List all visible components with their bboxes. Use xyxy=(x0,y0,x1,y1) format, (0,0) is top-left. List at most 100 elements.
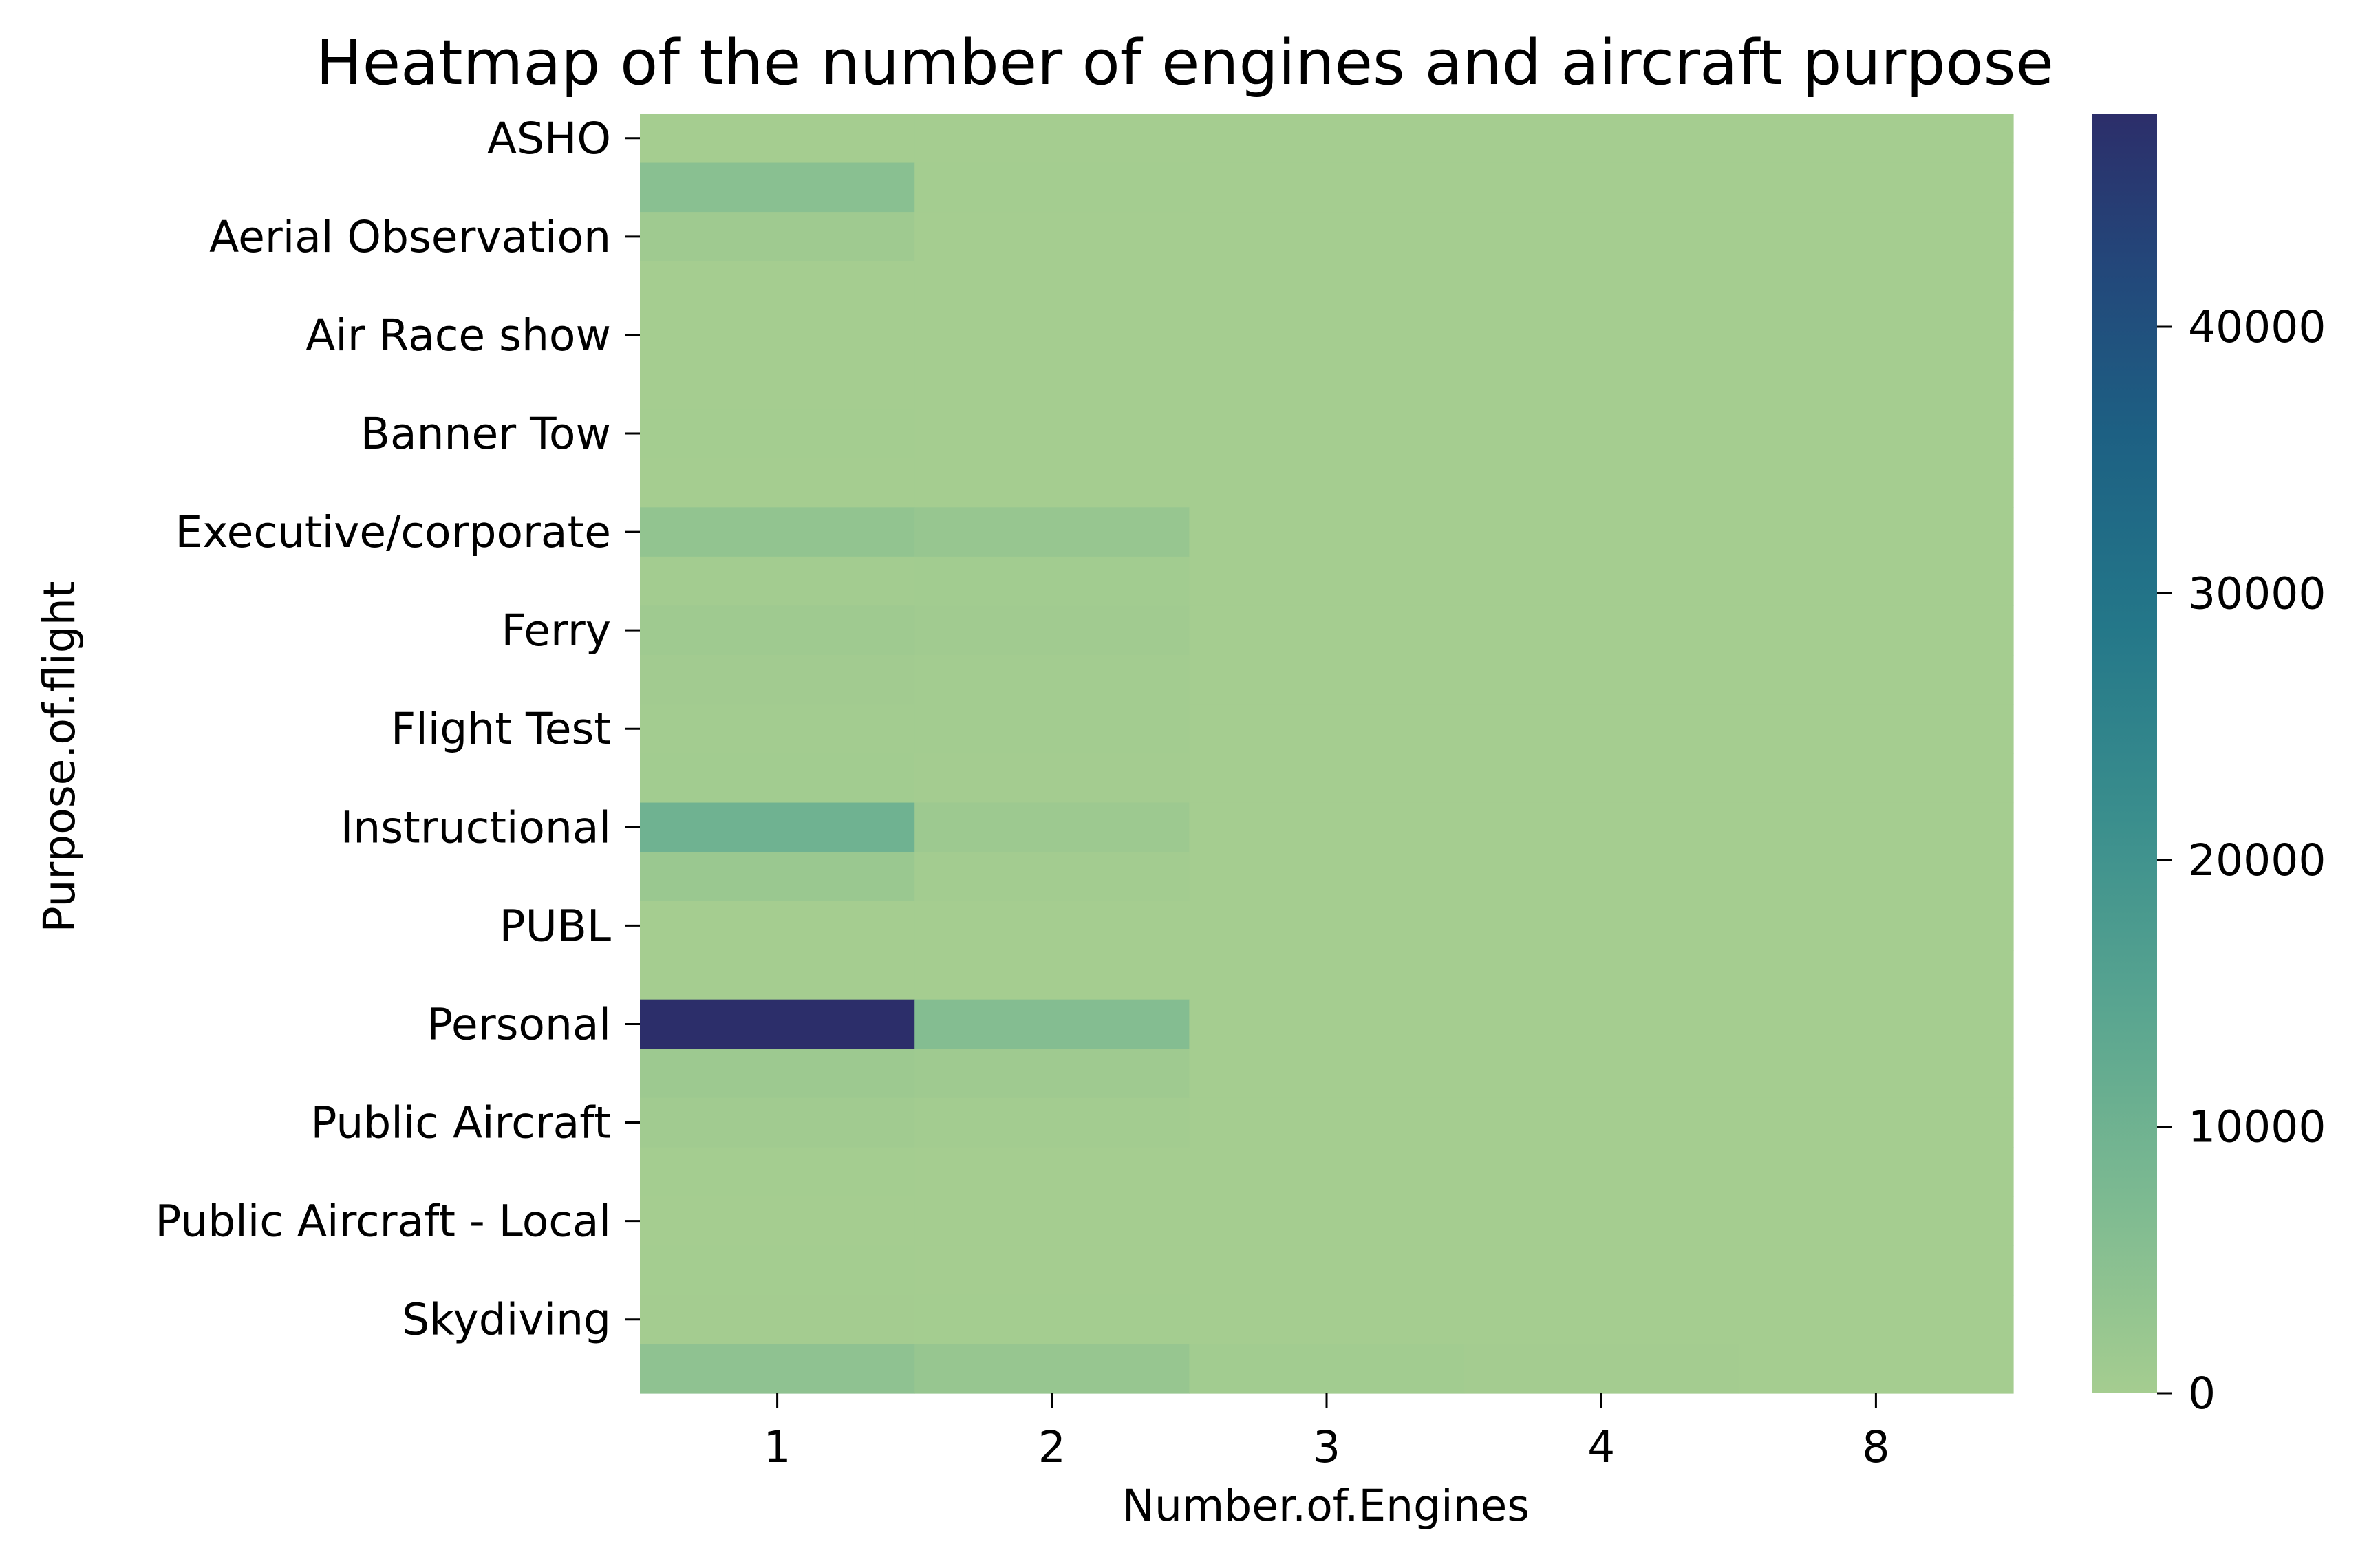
heatmap-cell xyxy=(640,1294,915,1345)
heatmap-cell xyxy=(1738,605,2014,656)
x-tick-label: 2 xyxy=(1038,1422,1066,1472)
heatmap-cell xyxy=(914,1245,1190,1296)
heatmap-cell xyxy=(1464,605,1739,656)
heatmap-cell xyxy=(914,1049,1190,1099)
colorbar-tick-label: 10000 xyxy=(2188,1102,2326,1152)
heatmap-cell xyxy=(1189,654,1465,705)
heatmap-cell xyxy=(1189,114,1465,164)
heatmap-cell xyxy=(1464,1344,1739,1394)
heatmap-cell xyxy=(1738,704,2014,754)
heatmap-cell xyxy=(1189,458,1465,508)
heatmap-cell xyxy=(640,507,915,557)
y-tick-label: Instructional xyxy=(341,802,611,852)
heatmap-cell xyxy=(640,556,915,606)
y-tick-label: Personal xyxy=(427,999,611,1049)
heatmap-cell xyxy=(1464,704,1739,754)
heatmap-cells xyxy=(640,114,2014,1394)
y-tick-label: Air Race show xyxy=(305,310,611,361)
heatmap-cell xyxy=(640,1097,915,1148)
heatmap-cell xyxy=(914,1344,1190,1394)
heatmap-cell xyxy=(1738,901,2014,951)
heatmap-cell xyxy=(1464,654,1739,705)
heatmap-cell xyxy=(1738,1196,2014,1246)
heatmap-cell xyxy=(640,409,915,459)
heatmap-cell xyxy=(1464,950,1739,1000)
heatmap-cell xyxy=(640,654,915,705)
heatmap-cell xyxy=(1738,950,2014,1000)
heatmap-cell xyxy=(1189,753,1465,804)
heatmap-cell xyxy=(1189,507,1465,557)
heatmap-cell xyxy=(1738,654,2014,705)
heatmap-cell xyxy=(1464,458,1739,508)
y-tick-label: Banner Tow xyxy=(361,409,611,459)
y-tick-label: Ferry xyxy=(501,605,611,656)
heatmap-cell xyxy=(914,605,1190,656)
heatmap-cell xyxy=(1189,1097,1465,1148)
x-axis-ticks: 1 2 3 4 8 xyxy=(764,1393,1889,1472)
heatmap-cell xyxy=(914,654,1190,705)
heatmap-cell xyxy=(1738,1245,2014,1296)
heatmap-cell xyxy=(640,852,915,902)
heatmap-cell xyxy=(640,114,915,164)
heatmap-cell xyxy=(1189,162,1465,213)
heatmap-cell xyxy=(1189,212,1465,262)
heatmap-cell xyxy=(914,753,1190,804)
heatmap-cell xyxy=(1464,1049,1739,1099)
heatmap-cell xyxy=(1189,605,1465,656)
heatmap-cell xyxy=(914,1147,1190,1197)
heatmap-cell xyxy=(914,162,1190,213)
heatmap-cell xyxy=(1189,704,1465,754)
heatmap-cell xyxy=(1738,556,2014,606)
heatmap-cell xyxy=(1464,901,1739,951)
heatmap-cell xyxy=(1189,1147,1465,1197)
heatmap-cell xyxy=(640,802,915,852)
heatmap-cell xyxy=(1464,753,1739,804)
heatmap-cell xyxy=(640,901,915,951)
heatmap-cell xyxy=(640,458,915,508)
heatmap-cell xyxy=(914,359,1190,409)
heatmap-cell xyxy=(1189,310,1465,361)
heatmap-cell xyxy=(914,212,1190,262)
heatmap-cell xyxy=(914,507,1190,557)
heatmap-cell xyxy=(640,310,915,361)
heatmap-cell xyxy=(1464,1147,1739,1197)
heatmap-cell xyxy=(914,704,1190,754)
chart-title: Heatmap of the number of engines and air… xyxy=(316,27,2054,99)
colorbar-tick-label: 0 xyxy=(2188,1368,2216,1419)
heatmap-cell xyxy=(1738,507,2014,557)
heatmap-cell xyxy=(640,605,915,656)
heatmap-cell xyxy=(914,310,1190,361)
heatmap-cell xyxy=(914,261,1190,311)
heatmap-cell xyxy=(914,409,1190,459)
y-tick-label: Skydiving xyxy=(402,1295,611,1345)
y-axis-ticks: ASHO Aerial Observation Air Race show Banne… xyxy=(155,114,640,1345)
heatmap-cell xyxy=(640,212,915,262)
colorbar-ticks: 0 10000 20000 30000 40000 xyxy=(2157,302,2326,1419)
heatmap-cell xyxy=(1464,1196,1739,1246)
heatmap-cell xyxy=(914,901,1190,951)
x-tick-label: 1 xyxy=(764,1422,791,1472)
heatmap-cell xyxy=(1189,359,1465,409)
heatmap-cell xyxy=(1738,999,2014,1049)
heatmap-cell xyxy=(1738,359,2014,409)
y-tick-label: Aerial Observation xyxy=(209,212,611,262)
heatmap-cell xyxy=(1464,409,1739,459)
heatmap-cell xyxy=(1189,1294,1465,1345)
heatmap-cell xyxy=(914,950,1190,1000)
heatmap-cell xyxy=(1189,261,1465,311)
heatmap-cell xyxy=(1464,507,1739,557)
heatmap-cell xyxy=(640,1147,915,1197)
heatmap-cell xyxy=(1464,1245,1739,1296)
heatmap-cell xyxy=(914,1196,1190,1246)
heatmap-cell xyxy=(1464,802,1739,852)
heatmap-cell xyxy=(1738,458,2014,508)
colorbar xyxy=(2092,114,2157,1393)
heatmap-cell xyxy=(1464,261,1739,311)
heatmap-cell xyxy=(914,458,1190,508)
heatmap-cell xyxy=(1738,1097,2014,1148)
heatmap-cell xyxy=(1189,1049,1465,1099)
heatmap-cell xyxy=(640,1245,915,1296)
heatmap-cell xyxy=(1464,212,1739,262)
y-axis-label: Purpose.of.flight xyxy=(34,581,85,933)
heatmap-cell xyxy=(914,1294,1190,1345)
